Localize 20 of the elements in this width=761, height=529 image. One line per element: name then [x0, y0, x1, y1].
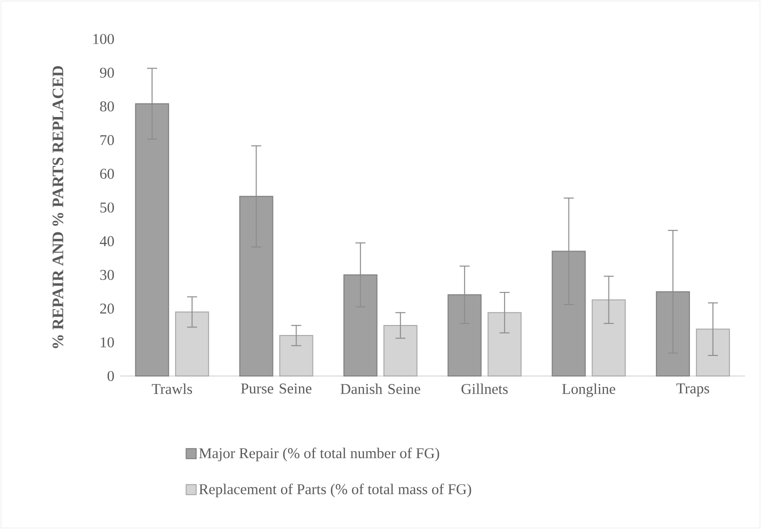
x-tick-label: Traps — [676, 384, 710, 396]
y-tick-label: 60 — [100, 168, 114, 179]
y-tick-label: 100 — [93, 34, 114, 44]
legend-label: Major Repair (% of total number of FG) — [199, 448, 440, 462]
y-tick-label: 10 — [100, 337, 114, 348]
x-tick-label: Danish Seine — [340, 384, 420, 394]
y-tick-label: 90 — [100, 68, 114, 78]
x-tick-label: Trawls — [152, 384, 192, 394]
y-tick-label: 0 — [108, 370, 114, 382]
y-tick-label: 40 — [100, 236, 114, 246]
y-tick-label: 70 — [100, 135, 114, 146]
legend-label: Replacement of Parts (% of total mass of FG) — [199, 484, 472, 498]
x-tick-label: Gillnets — [462, 384, 508, 394]
y-tick-label: 30 — [100, 270, 114, 280]
y-tick-label: 50 — [100, 202, 114, 213]
y-tick-label: 80 — [100, 101, 114, 112]
x-tick-label: Purse Seine — [240, 384, 312, 394]
y-axis-title: % REPAIR AND % PARTS REPLACED — [52, 66, 64, 348]
y-tick-label: 20 — [100, 304, 114, 314]
x-tick-label: Longline — [562, 384, 616, 398]
